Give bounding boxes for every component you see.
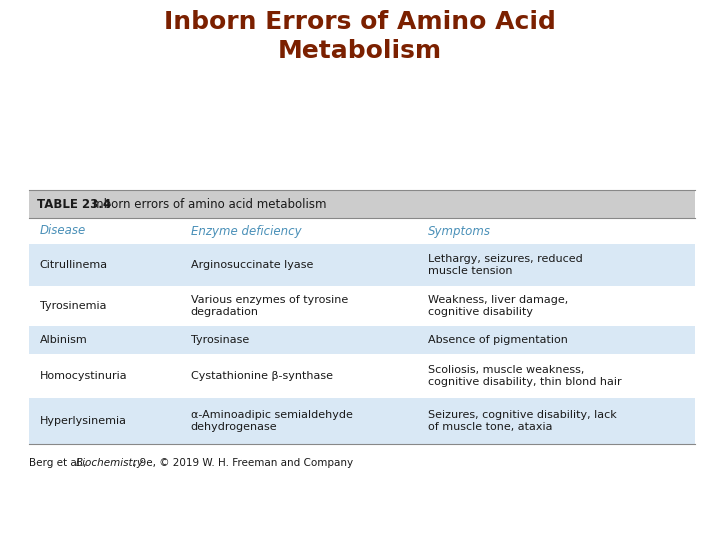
Bar (29, 190, 695, 218)
Text: Citrullinema: Citrullinema (40, 260, 108, 270)
Text: Hyperlysinemia: Hyperlysinemia (40, 416, 127, 426)
Text: Various enzymes of tyrosine
degradation: Various enzymes of tyrosine degradation (191, 295, 348, 317)
Bar (29, 244, 695, 286)
Text: Lethargy, seizures, reduced
muscle tension: Lethargy, seizures, reduced muscle tensi… (428, 254, 583, 276)
Text: Tyrosinase: Tyrosinase (191, 335, 249, 345)
Text: Biochemistry: Biochemistry (76, 458, 144, 468)
Bar (29, 218, 695, 244)
Text: TABLE 23.4: TABLE 23.4 (37, 198, 111, 211)
Bar (29, 354, 695, 398)
Text: α-Aminoadipic semialdehyde
dehydrogenase: α-Aminoadipic semialdehyde dehydrogenase (191, 410, 353, 432)
Bar (29, 398, 695, 444)
Text: Disease: Disease (40, 225, 86, 238)
Text: Inborn errors of amino acid metabolism: Inborn errors of amino acid metabolism (89, 198, 326, 211)
Bar (29, 326, 695, 354)
Text: Arginosuccinate lyase: Arginosuccinate lyase (191, 260, 313, 270)
Text: Seizures, cognitive disability, lack
of muscle tone, ataxia: Seizures, cognitive disability, lack of … (428, 410, 617, 432)
Text: Scoliosis, muscle weakness,
cognitive disability, thin blond hair: Scoliosis, muscle weakness, cognitive di… (428, 365, 622, 387)
Text: Albinism: Albinism (40, 335, 87, 345)
Text: Enzyme deficiency: Enzyme deficiency (191, 225, 302, 238)
Bar (29, 286, 695, 326)
Text: Symptoms: Symptoms (428, 225, 491, 238)
Text: Berg et al.,: Berg et al., (29, 458, 89, 468)
Text: Weakness, liver damage,
cognitive disability: Weakness, liver damage, cognitive disabi… (428, 295, 569, 317)
Text: Tyrosinemia: Tyrosinemia (40, 301, 106, 311)
Text: Homocystinuria: Homocystinuria (40, 371, 127, 381)
Text: , 9e, © 2019 W. H. Freeman and Company: , 9e, © 2019 W. H. Freeman and Company (132, 458, 353, 468)
Text: Inborn Errors of Amino Acid
Metabolism: Inborn Errors of Amino Acid Metabolism (164, 10, 556, 63)
Text: Cystathionine β-synthase: Cystathionine β-synthase (191, 371, 333, 381)
Text: Absence of pigmentation: Absence of pigmentation (428, 335, 568, 345)
